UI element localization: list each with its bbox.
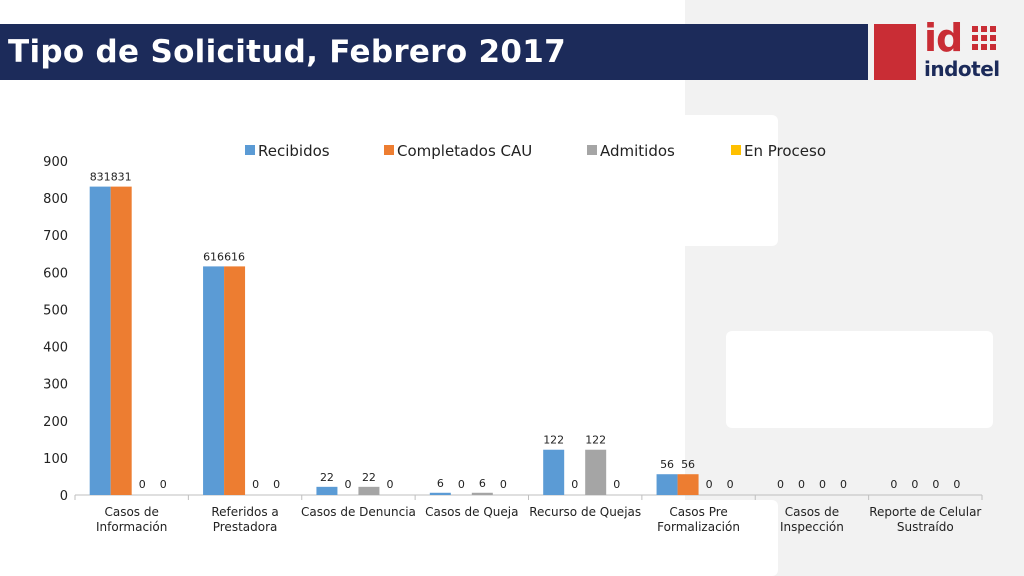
data-label: 0 [840, 478, 847, 491]
data-label: 831 [90, 171, 111, 184]
data-label: 0 [777, 478, 784, 491]
bar-recibidos [543, 449, 565, 495]
bar-completados-cau [677, 474, 699, 495]
legend-label: Admitidos [600, 142, 675, 160]
data-label: 0 [252, 478, 259, 491]
bar-admitidos [471, 492, 493, 495]
data-label: 0 [727, 478, 734, 491]
data-label: 0 [386, 478, 393, 491]
logo-name: indotel [924, 57, 1000, 81]
category-label: Reporte de Celular [869, 505, 981, 519]
data-label: 616 [203, 250, 224, 263]
category-label: Prestadora [213, 520, 278, 534]
data-label: 0 [932, 478, 939, 491]
data-label: 0 [500, 478, 507, 491]
category-label: Información [96, 520, 167, 534]
legend-label: Completados CAU [397, 142, 532, 160]
category-label: Casos de Denuncia [301, 505, 416, 519]
data-label: 0 [819, 478, 826, 491]
data-label: 0 [911, 478, 918, 491]
y-tick-label: 100 [43, 452, 68, 467]
data-label: 122 [543, 434, 564, 447]
background-card-bottom [640, 500, 778, 576]
bar-admitidos [585, 449, 607, 495]
logo-mark: id [924, 16, 963, 60]
bar-recibidos [316, 486, 338, 495]
legend-label: Recibidos [258, 142, 330, 160]
y-tick-label: 600 [43, 266, 68, 281]
category-label: Casos de Queja [425, 505, 518, 519]
category-label: Casos de [785, 505, 839, 519]
data-label: 56 [681, 458, 695, 471]
category-label: Sustraído [897, 520, 954, 534]
data-label: 0 [571, 478, 578, 491]
category-label: Casos de [104, 505, 158, 519]
y-tick-label: 400 [43, 341, 68, 356]
bar-recibidos [429, 492, 451, 495]
legend-swatch [731, 145, 741, 155]
background-card-upper [640, 115, 778, 246]
background-card-lower [726, 331, 993, 428]
category-label: Inspección [780, 520, 844, 534]
bar-admitidos [358, 486, 380, 495]
bar-recibidos [89, 186, 111, 495]
data-label: 0 [613, 478, 620, 491]
y-tick-label: 700 [43, 229, 68, 244]
data-label: 22 [362, 471, 376, 484]
y-tick-label: 500 [43, 303, 68, 318]
y-tick-label: 300 [43, 378, 68, 393]
data-label: 122 [585, 434, 606, 447]
data-label: 0 [139, 478, 146, 491]
data-label: 6 [437, 477, 444, 490]
legend-swatch [245, 145, 255, 155]
y-tick-label: 900 [43, 155, 68, 170]
bar-completados-cau [224, 266, 246, 495]
title-bar: Tipo de Solicitud, Febrero 2017 [0, 24, 868, 80]
bar-completados-cau [110, 186, 132, 495]
category-label: Formalización [657, 520, 740, 534]
data-label: 0 [706, 478, 713, 491]
data-label: 0 [890, 478, 897, 491]
data-label: 0 [798, 478, 805, 491]
side-panel-background [685, 0, 1024, 576]
legend-label: En Proceso [744, 142, 826, 160]
data-label: 0 [953, 478, 960, 491]
category-label: Referidos a [211, 505, 278, 519]
legend-swatch [587, 145, 597, 155]
bar-recibidos [656, 474, 678, 495]
y-tick-label: 800 [43, 192, 68, 207]
data-label: 0 [273, 478, 280, 491]
logo-grid-icon [972, 26, 998, 52]
indotel-logo: id indotel [924, 16, 1006, 82]
y-tick-label: 200 [43, 415, 68, 430]
data-label: 56 [660, 458, 674, 471]
data-label: 831 [111, 171, 132, 184]
category-label: Recurso de Quejas [529, 505, 641, 519]
data-label: 6 [479, 477, 486, 490]
category-label: Casos Pre [669, 505, 727, 519]
data-label: 22 [320, 471, 334, 484]
bar-recibidos [203, 266, 225, 495]
data-label: 616 [224, 250, 245, 263]
data-label: 0 [160, 478, 167, 491]
y-tick-label: 0 [60, 489, 68, 504]
logo-red-block [874, 24, 916, 80]
legend-swatch [384, 145, 394, 155]
data-label: 0 [458, 478, 465, 491]
page-title: Tipo de Solicitud, Febrero 2017 [8, 34, 566, 70]
data-label: 0 [344, 478, 351, 491]
